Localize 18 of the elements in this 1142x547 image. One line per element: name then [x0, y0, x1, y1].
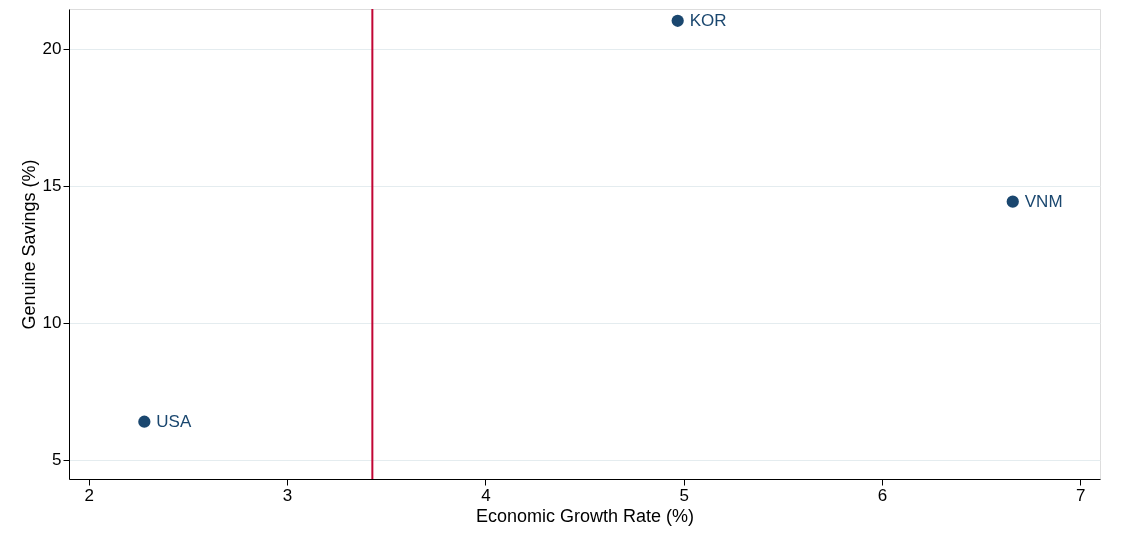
y-tick-label: 20 [42, 39, 62, 59]
annotation: KOR [689, 10, 727, 30]
annotation: USA [156, 411, 192, 431]
y-axis-title: Genuine Savings (%) [18, 159, 39, 330]
x-axis-title: Economic Growth Rate (%) [475, 505, 695, 526]
y-tick-label: 10 [42, 313, 62, 333]
point [138, 415, 151, 428]
x-tick-label: 5 [679, 485, 689, 505]
x-tick-label: 7 [1075, 485, 1086, 505]
point [1006, 195, 1019, 208]
y-tick-label: 15 [42, 176, 62, 196]
point [671, 14, 684, 27]
x-tick-label: 3 [282, 485, 293, 505]
x-tick-label: 2 [84, 485, 95, 505]
x-tick-label: 4 [481, 485, 491, 505]
y-tick-label: 5 [52, 450, 62, 470]
x-tick-label: 6 [877, 485, 888, 505]
annotation: VNM [1024, 191, 1063, 211]
